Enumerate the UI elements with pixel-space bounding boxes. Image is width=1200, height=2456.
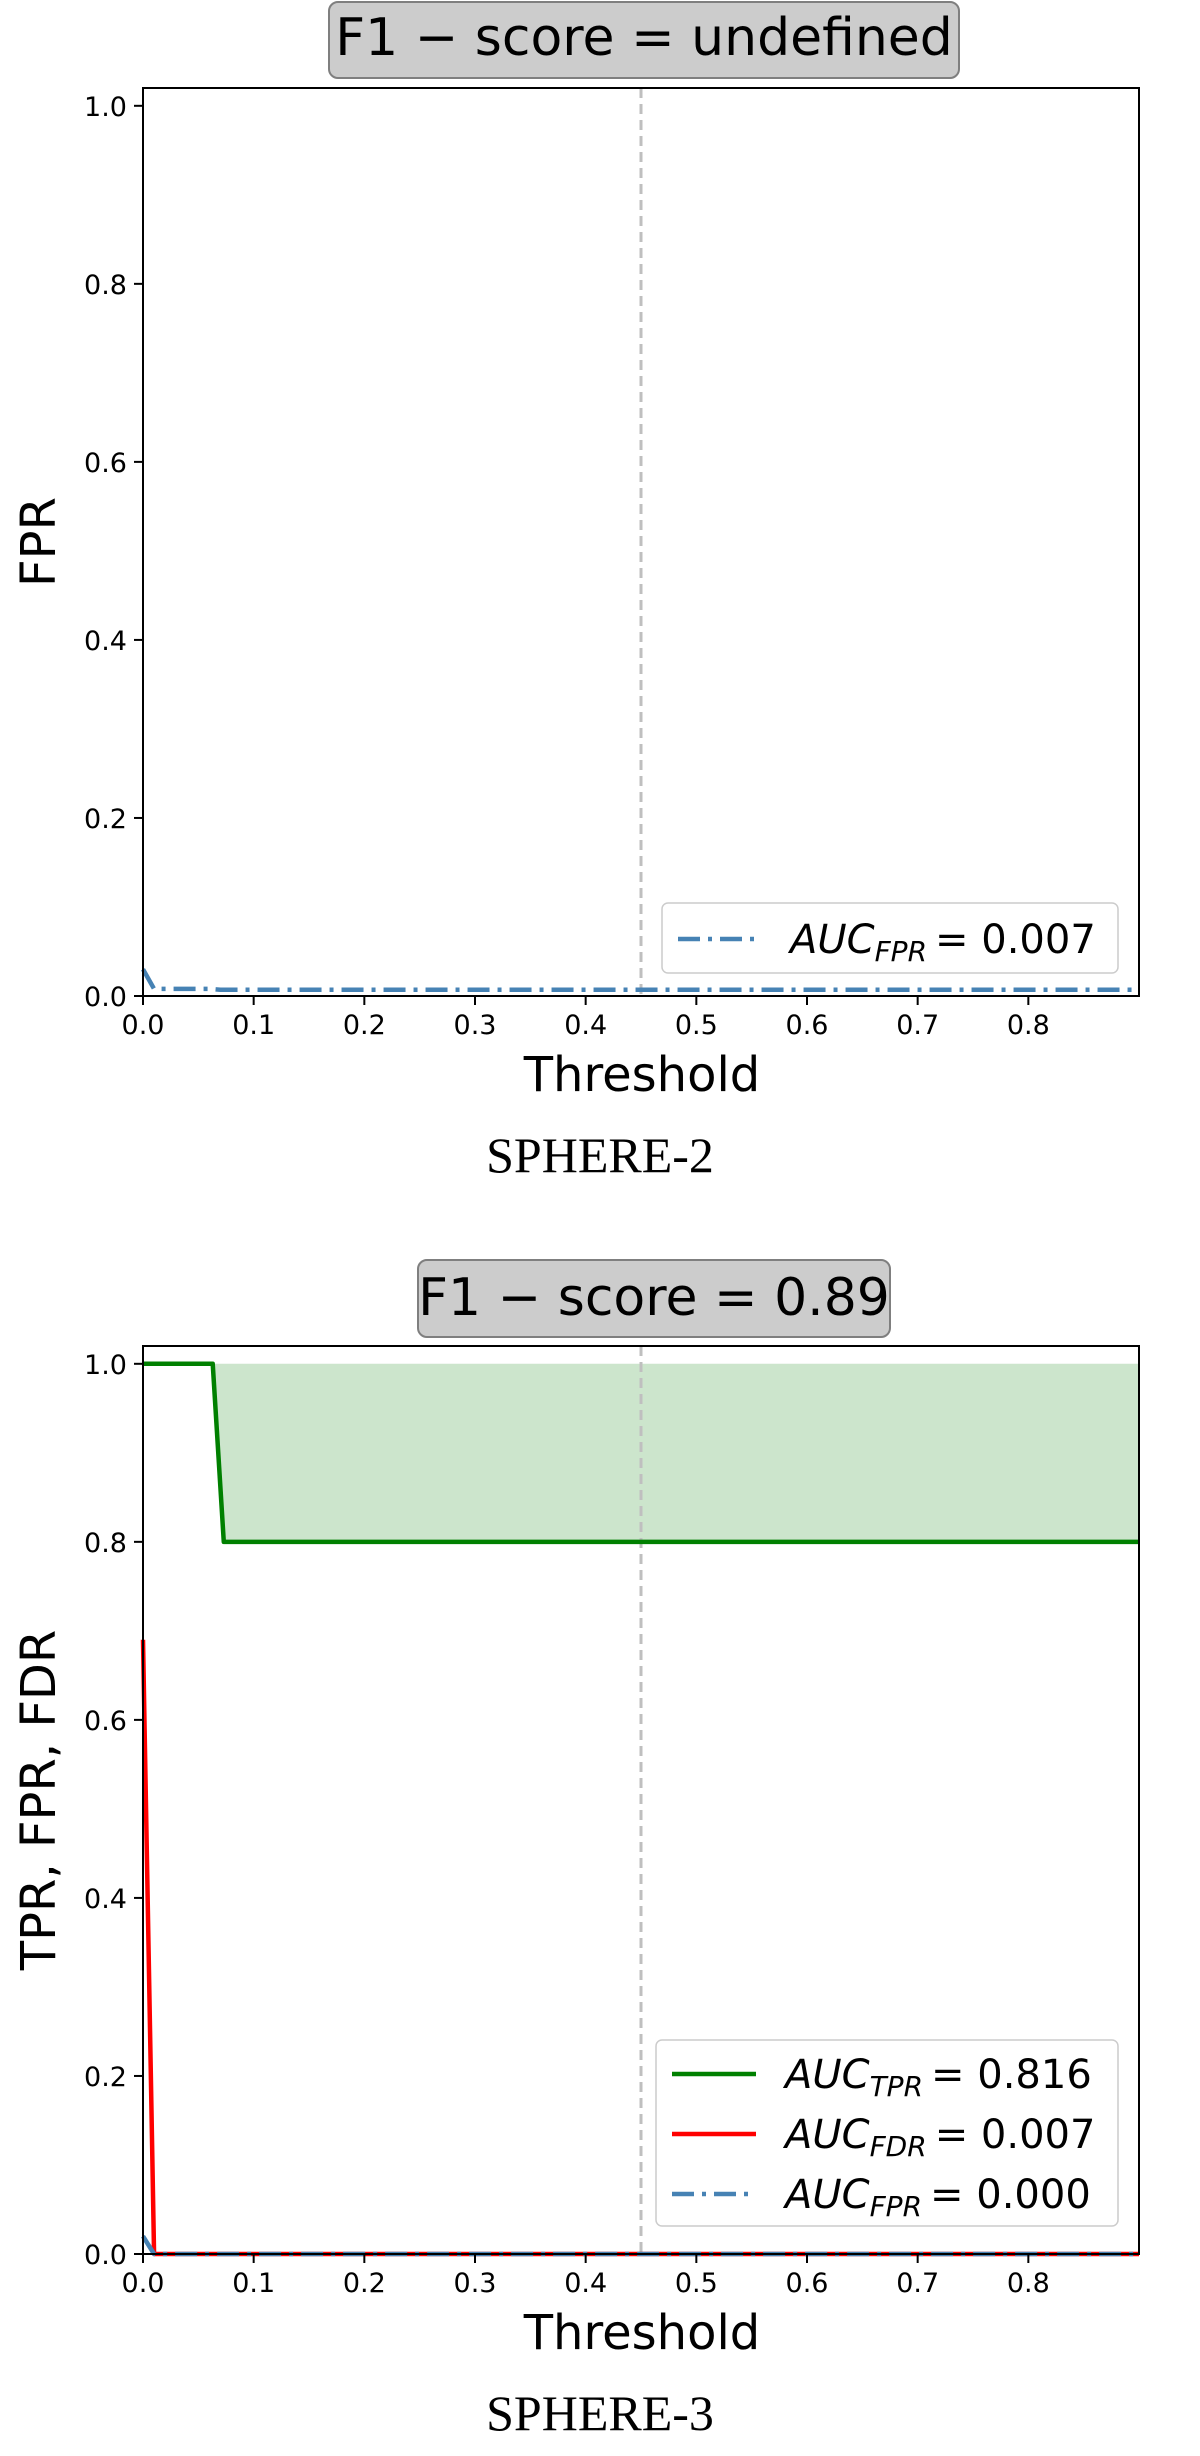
legend-entry-fpr-1: AUCFPR = 0.007 [787,917,1096,968]
y-tick-label: 0.6 [84,448,127,479]
legend-auc-label: AUC [782,2112,870,2158]
x-tick-label: 0.5 [675,1010,718,1041]
legend-auc-label: AUC [787,917,875,963]
y-tick-label: 0.8 [84,1528,127,1559]
x-tick-label: 0.2 [343,2268,386,2299]
title-box-1 [328,1,960,79]
legend-auc-label: AUC [782,2052,870,2098]
x-tick-label: 0.6 [786,2268,829,2299]
x-tick-label: 0.7 [896,2268,939,2299]
legend-1: AUCFPR = 0.007 [661,902,1119,974]
x-tick-label: 0.3 [454,2268,497,2299]
legend-value: = 0.007 [935,917,1096,963]
axes-frame-2 [142,1345,1140,2255]
legend-entry-fdr-2: AUCFDR = 0.007 [782,2112,1095,2163]
x-tick-label: 0.8 [1007,1010,1050,1041]
x-tick-label: 0.1 [232,2268,275,2299]
chart-title-1: F1 − score = undefined [335,8,953,68]
x-tick-label: 0.5 [675,2268,718,2299]
chart-panel-2: F1 − score = 0.89 0.0 0.1 0.2 0.3 0.4 0.5 0.6 0… [11,1259,1140,2441]
y-axis-label-2: TPR, FPR, FDR [11,1630,67,1971]
title-box-2 [417,1259,891,1338]
axes-frame-1 [142,87,1140,997]
y-tick-label: 0.2 [84,804,127,835]
x-tick-label: 0.3 [454,1010,497,1041]
x-tick-label: 0.2 [343,1010,386,1041]
legend-2: AUCTPR = 0.816 AUCFDR = 0.007 AUCFPR = 0.00… [655,2039,1119,2227]
y-tick-label: 0.0 [84,982,127,1013]
chart-caption-2: SPHERE-3 [486,2385,714,2441]
y-tick-label: 0.2 [84,2062,127,2093]
y-tick-label: 0.4 [84,626,127,657]
x-tick-label: 0.4 [564,1010,607,1041]
fill-area-2 [143,1363,1139,1542]
plot-area-2: 0.0 0.1 0.2 0.3 0.4 0.5 0.6 0.7 0.8 0.0 0.2 0.4 0.6 0… [84,1345,1140,2299]
y-axis-label-1: FPR [11,497,67,587]
legend-subscript: FDR [870,2130,927,2163]
y-tick-label: 0.0 [84,2240,127,2271]
plot-area-1: 0.0 0.1 0.2 0.3 0.4 0.5 0.6 0.7 0.8 0.0 0.2 0.4 0.6 0… [84,87,1140,1041]
legend-box-2 [655,2039,1119,2227]
chart-title-2: F1 − score = 0.89 [418,1268,890,1328]
x-tick-label: 0.0 [122,1010,165,1041]
x-axis-label-1: Threshold [523,1047,761,1103]
legend-value: = 0.000 [930,2172,1091,2218]
x-axis-label-2: Threshold [523,2305,761,2361]
y-tick-label: 0.8 [84,270,127,301]
x-tick-label: 0.0 [122,2268,165,2299]
legend-box-1 [661,902,1119,974]
x-tick-label: 0.8 [1007,2268,1050,2299]
legend-value: = 0.007 [935,2112,1096,2158]
chart-caption-1: SPHERE-2 [486,1127,714,1183]
legend-value: = 0.816 [931,2052,1092,2098]
y-tick-label: 1.0 [84,92,127,123]
chart-panel-1: F1 − score = undefined 0.0 0.1 0.2 0.3 0.4 0.… [11,1,1140,1183]
legend-subscript: FPR [875,935,927,968]
x-tick-label: 0.7 [896,1010,939,1041]
legend-auc-label: AUC [782,2172,870,2218]
series-line-fpr-1 [141,968,1139,993]
x-tick-label: 0.4 [564,2268,607,2299]
x-tick-label: 0.6 [786,1010,829,1041]
series-line-tpr-2 [143,1361,1139,1545]
y-tick-label: 0.6 [84,1706,127,1737]
legend-entry-fpr-2: AUCFPR = 0.000 [782,2172,1091,2223]
legend-subscript: FPR [870,2190,922,2223]
y-tick-label: 0.4 [84,1884,127,1915]
legend-subscript: TPR [870,2070,923,2103]
x-tick-label: 0.1 [232,1010,275,1041]
y-tick-label: 1.0 [84,1350,127,1381]
legend-entry-tpr-2: AUCTPR = 0.816 [782,2052,1092,2103]
